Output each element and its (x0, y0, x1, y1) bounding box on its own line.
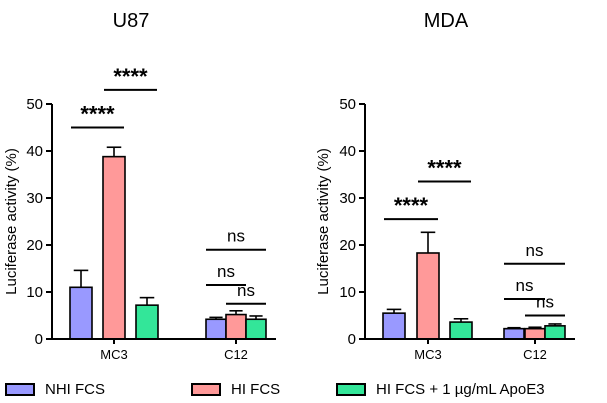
panel2-ytick-label-10: 10 (339, 284, 356, 301)
panel2-sig-label-4: ns (536, 293, 554, 312)
panel1-ytick-label-30: 30 (26, 190, 43, 207)
panel1-bar-c12-1 (225, 313, 247, 340)
panel1-sig-label-0: **** (80, 102, 115, 127)
panel2-ytick-label-50: 50 (339, 96, 356, 113)
panel1-bar-mc3-2 (135, 304, 159, 340)
panel2-ytick-label-20: 20 (339, 237, 356, 254)
panel2-ylabel: Luciferase activity (%) (315, 148, 332, 295)
panel2-title: MDA (424, 10, 469, 32)
panel1-ylabel: Luciferase activity (%) (3, 148, 20, 295)
legend-label-hi-fcs: HI FCS (231, 380, 281, 398)
panel1-bar-c12-2 (245, 318, 267, 340)
panel1-sig-label-4: ns (237, 281, 255, 300)
panel1-bar-mc3-1 (102, 155, 126, 340)
panel1-ytick-label-50: 50 (26, 96, 43, 113)
legend-swatch-hi-fcs (191, 382, 221, 396)
panel2-bar-c12-0 (503, 327, 525, 340)
legend-label-hi-fcs-apoe3: HI FCS + 1 µg/mL ApoE3 (376, 380, 545, 398)
panel2-sig-label-3: ns (516, 276, 534, 295)
legend-swatch-hi-fcs-apoe3 (336, 382, 366, 396)
legend-swatch-nhi-fcs (5, 382, 35, 396)
legend-item-hi-fcs-apoe3: HI FCS + 1 µg/mL ApoE3 (336, 377, 545, 401)
panel1-ytick-label-0: 0 (35, 331, 43, 348)
legend: NHI FCS HI FCS HI FCS + 1 µg/mL ApoE3 (0, 377, 607, 401)
panel1-sig-label-2: ns (227, 227, 245, 246)
panel2-sig-label-2: ns (526, 241, 544, 260)
panel1-bar-mc3-0 (69, 286, 93, 340)
panel2-bar-c12-1 (524, 327, 546, 340)
panel1-sig-label-3: ns (217, 262, 235, 281)
panel2-bar-c12-2 (544, 325, 566, 340)
panel1-bar-c12-0 (205, 318, 227, 340)
panel2-bar-mc3-1 (416, 252, 440, 340)
panel2-sig-label-1: **** (427, 156, 462, 181)
panel2-ytick-label-30: 30 (339, 190, 356, 207)
panel1-ytick-label-40: 40 (26, 143, 43, 160)
panel2-sig-label-0: **** (394, 193, 429, 218)
legend-label-nhi-fcs: NHI FCS (45, 380, 105, 398)
panel2-bar-mc3-2 (449, 321, 473, 340)
panel1-category-label-c12: C12 (224, 347, 248, 362)
panel2-ytick-label-40: 40 (339, 143, 356, 160)
panel1-title: U87 (113, 10, 150, 32)
panel1-ytick-label-10: 10 (26, 284, 43, 301)
panel2-category-label-mc3: MC3 (414, 347, 441, 362)
panel1-ytick-label-20: 20 (26, 237, 43, 254)
panel2-category-label-c12: C12 (523, 347, 547, 362)
panel2-ytick-label-0: 0 (348, 331, 356, 348)
legend-item-hi-fcs: HI FCS (191, 377, 280, 401)
panel1-category-label-mc3: MC3 (100, 347, 127, 362)
panel2-bar-mc3-0 (382, 312, 406, 340)
panel1-sig-label-1: **** (113, 64, 148, 89)
legend-item-nhi-fcs: NHI FCS (5, 377, 105, 401)
